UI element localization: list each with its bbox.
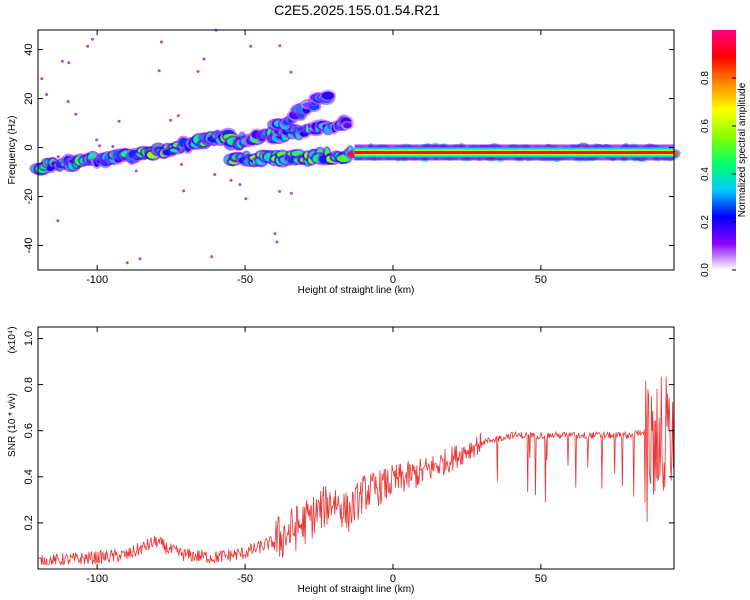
spectrogram-noise-dot [98, 144, 102, 148]
colorbar-tick-label: 0.4 [700, 167, 711, 181]
spectrogram-noise-dot [244, 197, 248, 201]
spectrogram-x-tick-label: -50 [237, 274, 253, 286]
chart-title: C2E5.2025.155.01.54.R21 [274, 2, 440, 18]
spectrogram-noise-dot [278, 189, 282, 193]
snr-x-tick-label: -100 [86, 573, 108, 585]
spectrogram-noise-dot [56, 155, 60, 159]
spectrogram-noise-dot [196, 70, 200, 73]
spectrogram-panel: -100 -50 0 50 -40 -20 0 20 40 Height of straigh… [7, 28, 681, 296]
snr-y-tick-label: 0.2 [23, 515, 35, 530]
spectrogram-noise-dot [134, 169, 138, 173]
spectrogram-noise-dot [210, 255, 214, 259]
spectrogram-noise-dot [67, 61, 71, 65]
spectrogram-band-core [354, 150, 674, 154]
snr-x-label: Height of straight line (km) [298, 584, 415, 595]
spectrogram-y-tick-label: 0 [23, 144, 35, 150]
snr-y-tick-label: 0.6 [23, 423, 35, 438]
snr-y-multiplier: (x10⁴) [7, 326, 18, 353]
spectrogram-noise-dot [159, 40, 163, 44]
snr-y-label: SNR (10 * v/v) [7, 393, 18, 457]
snr-y-tick-label: 1.0 [23, 331, 35, 346]
colorbar: 0.0 0.2 0.4 0.6 0.8 Normalized spectral ampl… [700, 30, 748, 277]
spectrogram-noise-dot [249, 44, 253, 48]
snr-y-ticks: 0.2 0.4 0.6 0.8 1.0 [23, 331, 674, 531]
spectrogram-noise-dot [229, 178, 233, 182]
spectrogram-bands [354, 144, 674, 161]
spectrogram-noise-dot [169, 118, 173, 122]
spectrogram-frame [37, 29, 675, 271]
spectrogram-noise-dot [125, 261, 129, 265]
colorbar-tick-label: 0.2 [700, 215, 711, 229]
spectrogram-x-label: Height of straight line (km) [298, 285, 415, 296]
spectrogram-noise-dot [289, 70, 293, 74]
spectrogram-x-tick-label: -100 [86, 274, 108, 286]
snr-panel: -100 -50 0 50 0.2 0.4 0.6 0.8 1.0 Height of str… [7, 326, 675, 595]
spectrogram-blob [343, 122, 352, 129]
spectrogram-noise-dot [237, 139, 241, 143]
colorbar-tick-label: 0.6 [700, 119, 711, 133]
spectrogram-noise-dot [238, 183, 242, 187]
spectrogram-y-ticks: -40 -20 0 20 40 [23, 43, 674, 253]
spectrogram-noise-dot [273, 232, 277, 236]
spectrogram-noise-dot [40, 77, 44, 81]
spectrogram-noise-dot [66, 100, 70, 104]
snr-x-tick-label: 0 [390, 573, 396, 585]
spectrogram-blob [321, 91, 335, 100]
spectrogram-noise-dot [117, 119, 121, 123]
spectrogram-noise-dot [278, 44, 282, 48]
spectrogram-noise-dot [275, 240, 279, 244]
snr-plot-area [38, 327, 674, 569]
spectrogram-noise-dot [91, 37, 94, 41]
spectrogram-noise-dot [45, 93, 49, 96]
spectrogram-noise-dot [111, 145, 115, 148]
spectrogram-noise-dot [289, 191, 293, 195]
spectrogram-noise-dot [74, 112, 78, 116]
snr-x-ticks: -100 -50 0 50 [86, 327, 547, 585]
spectrogram-noise-dot [273, 163, 277, 167]
snr-x-tick-label: 50 [535, 573, 547, 585]
colorbar-tick-label: 0.8 [700, 71, 711, 85]
spectrogram-noise-dot [95, 138, 99, 142]
snr-y-tick-label: 0.4 [23, 469, 35, 484]
spectrogram-noise-dot [180, 163, 183, 166]
snr-frame [37, 326, 675, 570]
colorbar-label: Normalized spectral amplitude [737, 82, 748, 217]
spectrogram-noise-dot [176, 114, 180, 118]
spectrogram-y-tick-label: 20 [23, 92, 35, 104]
colorbar-strip [712, 30, 736, 270]
spectrogram-noise-dot [86, 44, 90, 48]
colorbar-tick-label: 0.0 [700, 263, 711, 277]
spectrogram-y-label: Frequency (Hz) [7, 116, 18, 185]
snr-series-line [37, 376, 675, 566]
spectrogram-x-tick-label: 0 [390, 274, 396, 286]
spectrogram-noise-dot [56, 219, 60, 223]
spectrogram-y-tick-label: -20 [23, 189, 35, 205]
spectrogram-noise-dot [157, 69, 161, 73]
snr-y-tick-label: 0.8 [23, 377, 35, 392]
colorbar-ticks: 0.0 0.2 0.4 0.6 0.8 [700, 71, 736, 277]
spectrogram-noise-dot [182, 189, 186, 193]
spectrogram-noise-dot [138, 257, 142, 261]
spectrogram-y-tick-label: 40 [23, 43, 35, 55]
spectrogram-x-ticks: -100 -50 0 50 [86, 30, 547, 286]
snr-x-tick-label: -50 [237, 573, 253, 585]
spectrogram-x-tick-label: 50 [535, 274, 547, 286]
spectrogram-y-tick-label: -40 [23, 238, 35, 254]
spectrogram-noise-dot [213, 173, 217, 177]
spectrogram-noise-dot [60, 59, 64, 63]
spectrogram-noise-dot [202, 57, 206, 61]
